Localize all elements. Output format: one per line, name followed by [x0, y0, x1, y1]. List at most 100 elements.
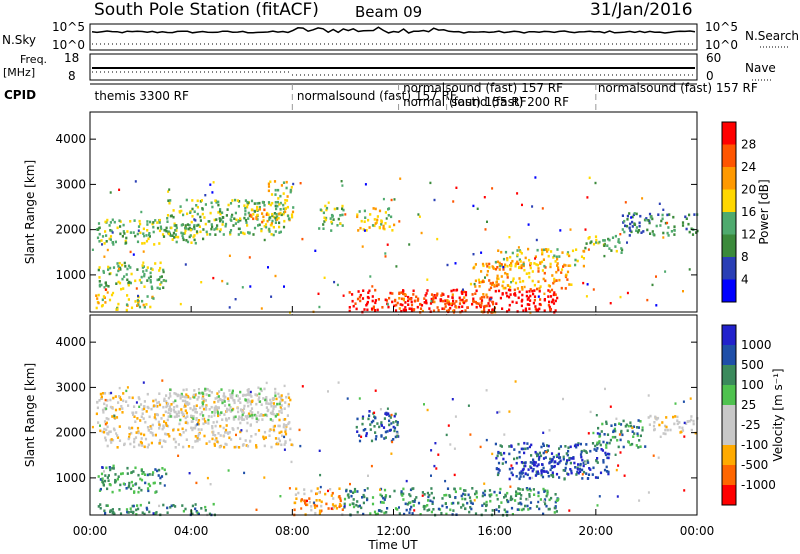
- data-cell: [434, 442, 437, 445]
- data-cell: [265, 381, 268, 385]
- data-cell: [224, 222, 228, 226]
- data-cell: [108, 466, 111, 469]
- data-cell: [110, 293, 114, 297]
- data-cell: [168, 188, 171, 191]
- data-cell: [256, 205, 259, 209]
- data-cell: [543, 490, 546, 493]
- data-cell: [416, 305, 419, 309]
- data-cell: [136, 268, 139, 271]
- data-cell: [97, 505, 100, 508]
- data-cell: [258, 400, 262, 403]
- data-cell: [605, 420, 608, 424]
- data-cell: [370, 307, 374, 311]
- data-cell: [145, 303, 148, 306]
- data-cell: [109, 430, 112, 433]
- data-cell: [214, 438, 217, 442]
- data-cell: [118, 439, 122, 442]
- data-cell: [382, 226, 385, 230]
- data-cell: [195, 224, 199, 227]
- data-cell: [596, 476, 599, 479]
- data-cell: [173, 406, 176, 409]
- data-cell: [509, 485, 512, 488]
- data-cell: [416, 299, 420, 302]
- data-cell: [605, 443, 608, 447]
- data-cell: [134, 482, 138, 485]
- data-cell: [631, 215, 634, 219]
- velocity-colorbar-label: Velocity [m s⁻¹]: [771, 368, 785, 461]
- data-cell: [200, 199, 203, 202]
- data-cell: [510, 464, 513, 467]
- data-cell: [378, 425, 381, 429]
- data-cell: [255, 420, 258, 424]
- data-cell: [560, 286, 563, 290]
- data-cell: [355, 307, 358, 311]
- data-cell: [428, 508, 431, 512]
- data-cell: [95, 306, 98, 310]
- data-cell: [137, 301, 140, 305]
- data-cell: [373, 411, 376, 414]
- data-cell: [239, 401, 242, 404]
- data-cell: [294, 493, 297, 496]
- data-cell: [284, 401, 287, 404]
- data-cell: [374, 389, 377, 392]
- data-cell: [415, 496, 418, 499]
- data-cell: [284, 199, 287, 202]
- data-cell: [133, 445, 136, 449]
- data-cell: [258, 414, 261, 417]
- data-cell: [98, 283, 101, 287]
- data-cell: [356, 213, 359, 216]
- data-cell: [398, 297, 401, 300]
- data-cell: [184, 409, 187, 412]
- data-cell: [566, 252, 569, 256]
- data-cell: [690, 418, 693, 422]
- data-cell: [111, 231, 114, 234]
- data-cell: [100, 472, 104, 476]
- data-cell: [614, 453, 617, 456]
- data-cell: [200, 411, 203, 414]
- data-cell: [513, 448, 516, 451]
- data-cell: [143, 512, 146, 516]
- data-cell: [204, 222, 207, 226]
- data-cell: [469, 433, 472, 436]
- data-cell: [101, 477, 104, 480]
- data-cell: [579, 453, 583, 456]
- data-cell: [247, 217, 250, 220]
- data-cell: [196, 437, 199, 440]
- data-cell: [205, 408, 208, 411]
- data-cell: [437, 507, 440, 511]
- data-cell: [166, 506, 169, 510]
- data-cell: [516, 508, 519, 511]
- data-cell: [398, 307, 401, 310]
- data-cell: [228, 254, 231, 257]
- data-cell: [529, 461, 532, 464]
- data-cell: [491, 187, 494, 190]
- data-cell: [114, 478, 117, 482]
- data-cell: [574, 263, 577, 267]
- data-cell: [138, 443, 141, 447]
- data-cell: [496, 411, 499, 414]
- data-cell: [255, 402, 258, 406]
- data-cell: [332, 506, 335, 509]
- data-cell: [528, 477, 531, 480]
- data-cell: [520, 264, 523, 267]
- data-cell: [648, 423, 651, 426]
- data-cell: [621, 248, 624, 252]
- data-cell: [202, 395, 205, 398]
- data-cell: [393, 223, 396, 227]
- data-cell: [269, 418, 272, 421]
- data-cell: [249, 393, 252, 397]
- data-cell: [662, 231, 665, 235]
- data-cell: [185, 411, 188, 415]
- data-cell: [480, 299, 484, 302]
- data-cell: [241, 444, 245, 447]
- data-cell: [522, 279, 525, 283]
- data-cell: [201, 404, 204, 408]
- data-cell: [504, 250, 508, 254]
- data-cell: [495, 281, 498, 284]
- data-cell: [331, 491, 334, 495]
- data-cell: [481, 494, 484, 498]
- data-cell: [135, 508, 138, 512]
- data-cell: [489, 494, 492, 498]
- data-cell: [210, 415, 213, 418]
- data-cell: [341, 213, 344, 217]
